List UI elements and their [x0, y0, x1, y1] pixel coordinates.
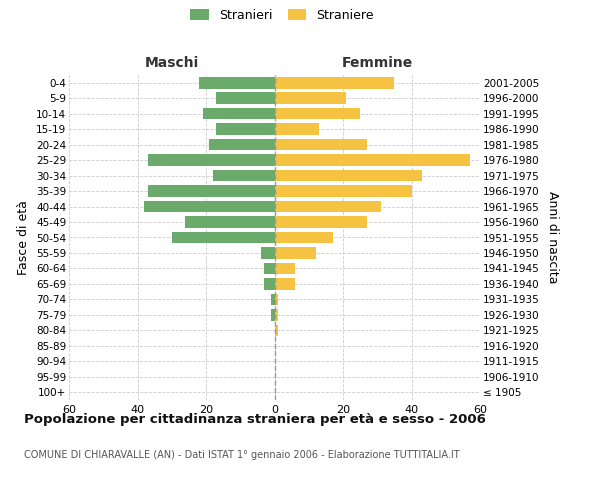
Text: Femmine: Femmine — [341, 56, 413, 70]
Bar — [203, 108, 275, 120]
Bar — [261, 247, 275, 259]
Bar — [275, 294, 278, 305]
Bar — [271, 309, 275, 320]
Bar — [216, 92, 275, 104]
Bar — [199, 77, 275, 88]
Bar — [172, 232, 275, 243]
Bar — [275, 278, 295, 289]
Bar — [275, 232, 333, 243]
Bar — [145, 200, 275, 212]
Bar — [185, 216, 275, 228]
Bar — [216, 124, 275, 135]
Bar — [275, 92, 346, 104]
Bar — [275, 309, 278, 320]
Bar — [275, 154, 470, 166]
Text: Popolazione per cittadinanza straniera per età e sesso - 2006: Popolazione per cittadinanza straniera p… — [24, 412, 486, 426]
Y-axis label: Anni di nascita: Anni di nascita — [546, 191, 559, 284]
Legend: Stranieri, Straniere: Stranieri, Straniere — [190, 8, 374, 22]
Bar — [209, 139, 275, 150]
Bar — [275, 262, 295, 274]
Bar — [148, 154, 275, 166]
Text: Maschi: Maschi — [145, 56, 199, 70]
Bar — [148, 186, 275, 197]
Y-axis label: Fasce di età: Fasce di età — [17, 200, 31, 275]
Bar — [264, 262, 275, 274]
Bar — [275, 324, 278, 336]
Bar — [213, 170, 275, 181]
Bar — [275, 108, 360, 120]
Bar — [275, 186, 412, 197]
Text: COMUNE DI CHIARAVALLE (AN) - Dati ISTAT 1° gennaio 2006 - Elaborazione TUTTITALI: COMUNE DI CHIARAVALLE (AN) - Dati ISTAT … — [24, 450, 460, 460]
Bar — [275, 77, 394, 88]
Bar — [275, 200, 380, 212]
Bar — [275, 139, 367, 150]
Bar — [275, 247, 316, 259]
Bar — [275, 124, 319, 135]
Bar — [271, 294, 275, 305]
Bar — [275, 216, 367, 228]
Bar — [264, 278, 275, 289]
Bar — [275, 170, 422, 181]
